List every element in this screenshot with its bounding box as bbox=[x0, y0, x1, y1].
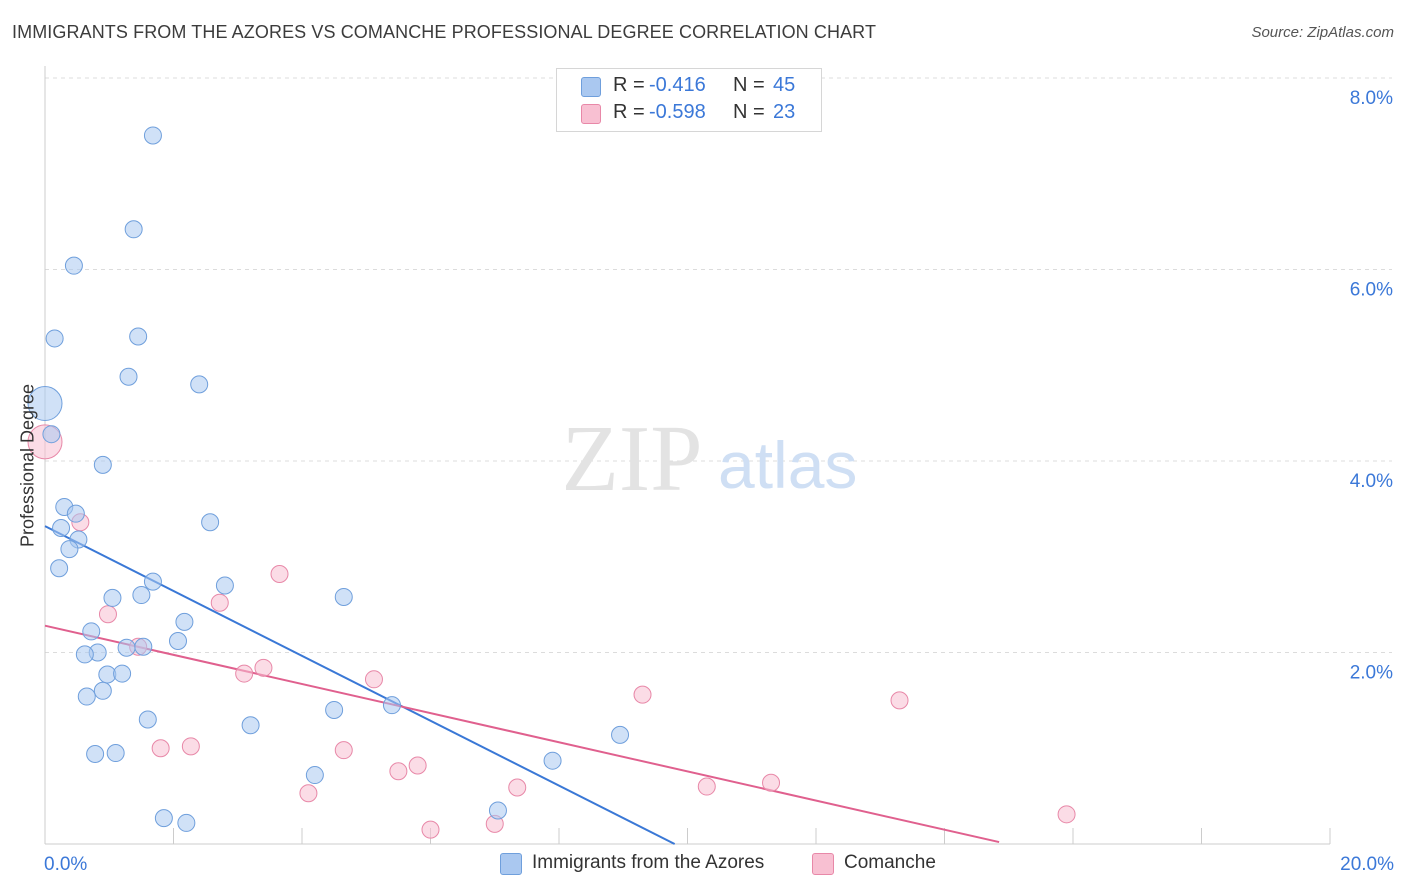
azores-point bbox=[42, 425, 61, 444]
y-tick-label: 2.0% bbox=[1350, 663, 1393, 684]
comanche-point bbox=[210, 593, 229, 612]
azores-point bbox=[543, 751, 562, 770]
azores-point bbox=[75, 645, 94, 664]
comanche-point bbox=[364, 670, 383, 689]
comanche-point bbox=[151, 739, 170, 758]
legend-n-value: 45 bbox=[773, 74, 796, 96]
comanche-point bbox=[334, 741, 353, 760]
comanche-point bbox=[408, 756, 427, 775]
azores-point bbox=[124, 220, 143, 239]
azores-point bbox=[93, 681, 112, 700]
azores-point bbox=[103, 588, 122, 607]
legend-swatch-pink bbox=[581, 104, 601, 124]
azores-point bbox=[132, 586, 151, 605]
azores-point bbox=[45, 329, 64, 348]
y-tick-label: 8.0% bbox=[1350, 88, 1393, 109]
legend-swatch-blue bbox=[581, 77, 601, 97]
legend-label-comanche: Comanche bbox=[844, 852, 936, 873]
comanche-trend-line bbox=[44, 624, 1000, 844]
legend-n-value: 23 bbox=[773, 101, 796, 123]
azores-point bbox=[154, 809, 173, 828]
comanche-point bbox=[254, 658, 273, 677]
legend-label-azores: Immigrants from the Azores bbox=[532, 852, 765, 873]
comanche-point bbox=[890, 691, 909, 710]
azores-point bbox=[305, 766, 324, 785]
azores-point bbox=[82, 622, 101, 641]
legend-swatch-blue bbox=[500, 853, 522, 875]
azores-point bbox=[138, 710, 157, 729]
legend-n-label: N = bbox=[733, 74, 765, 96]
legend-r-label: R = bbox=[613, 74, 645, 96]
azores-point bbox=[129, 327, 148, 346]
comanche-point bbox=[299, 784, 318, 803]
azores-point bbox=[77, 687, 96, 706]
azores-point bbox=[334, 587, 353, 606]
comanche-point bbox=[633, 685, 652, 704]
azores-point bbox=[168, 632, 187, 651]
y-axis-label: Professional Degree bbox=[17, 383, 38, 548]
watermark-atlas: atlas bbox=[718, 428, 857, 502]
comanche-point bbox=[235, 664, 254, 683]
source-label: Source: ZipAtlas.com bbox=[1251, 24, 1394, 41]
legend-r-value: -0.598 bbox=[649, 101, 706, 123]
azores-point bbox=[66, 504, 85, 523]
azores-point bbox=[93, 455, 112, 474]
azores-point bbox=[215, 576, 234, 595]
azores-point bbox=[177, 813, 196, 832]
y-tick-label: 6.0% bbox=[1350, 280, 1393, 301]
correlation-legend: R = -0.416 N = 45 R = -0.598 N = 23 bbox=[556, 68, 822, 132]
azores-point bbox=[325, 700, 344, 719]
chart-title: IMMIGRANTS FROM THE AZORES VS COMANCHE P… bbox=[12, 22, 877, 42]
azores-point bbox=[27, 386, 63, 422]
azores-point bbox=[143, 572, 162, 591]
azores-point bbox=[86, 744, 105, 763]
legend-swatch-pink bbox=[812, 853, 834, 875]
x-tick-label: 0.0% bbox=[44, 854, 87, 875]
azores-point bbox=[60, 540, 79, 559]
legend-r-label: R = bbox=[613, 101, 645, 123]
azores-point bbox=[143, 126, 162, 145]
azores-point bbox=[488, 801, 507, 820]
points bbox=[27, 126, 1076, 839]
azores-point bbox=[119, 367, 138, 386]
legend-r-value: -0.416 bbox=[649, 74, 706, 96]
comanche-point bbox=[762, 773, 781, 792]
tick-labels: 2.0% 4.0% 6.0% 8.0% 0.0% 20.0% bbox=[44, 88, 1394, 875]
comanche-point bbox=[270, 564, 289, 583]
comanche-point bbox=[508, 778, 527, 797]
azores-point bbox=[382, 696, 401, 715]
azores-point bbox=[201, 513, 220, 532]
azores-point bbox=[611, 725, 630, 744]
comanche-point bbox=[1057, 805, 1076, 824]
azores-point bbox=[64, 256, 83, 275]
azores-point bbox=[106, 744, 125, 763]
comanche-point bbox=[697, 777, 716, 796]
comanche-point bbox=[389, 762, 408, 781]
azores-point bbox=[117, 638, 136, 657]
x-tick-label: 20.0% bbox=[1340, 854, 1394, 875]
azores-point bbox=[113, 664, 132, 683]
azores-point bbox=[50, 559, 69, 578]
azores-point bbox=[134, 637, 153, 656]
azores-point bbox=[241, 716, 260, 735]
azores-point bbox=[190, 375, 209, 394]
grid-lines bbox=[45, 77, 1392, 653]
comanche-point bbox=[98, 605, 117, 624]
watermark: ZIP atlas bbox=[562, 407, 858, 511]
y-tick-label: 4.0% bbox=[1350, 471, 1393, 492]
azores-point bbox=[52, 519, 71, 538]
azores-point bbox=[175, 612, 194, 631]
azores-trend-line bbox=[44, 525, 676, 845]
comanche-point bbox=[421, 820, 440, 839]
trend-lines bbox=[44, 525, 1000, 845]
watermark-zip: ZIP bbox=[562, 407, 703, 511]
legend-n-label: N = bbox=[733, 101, 765, 123]
comanche-point bbox=[181, 737, 200, 756]
